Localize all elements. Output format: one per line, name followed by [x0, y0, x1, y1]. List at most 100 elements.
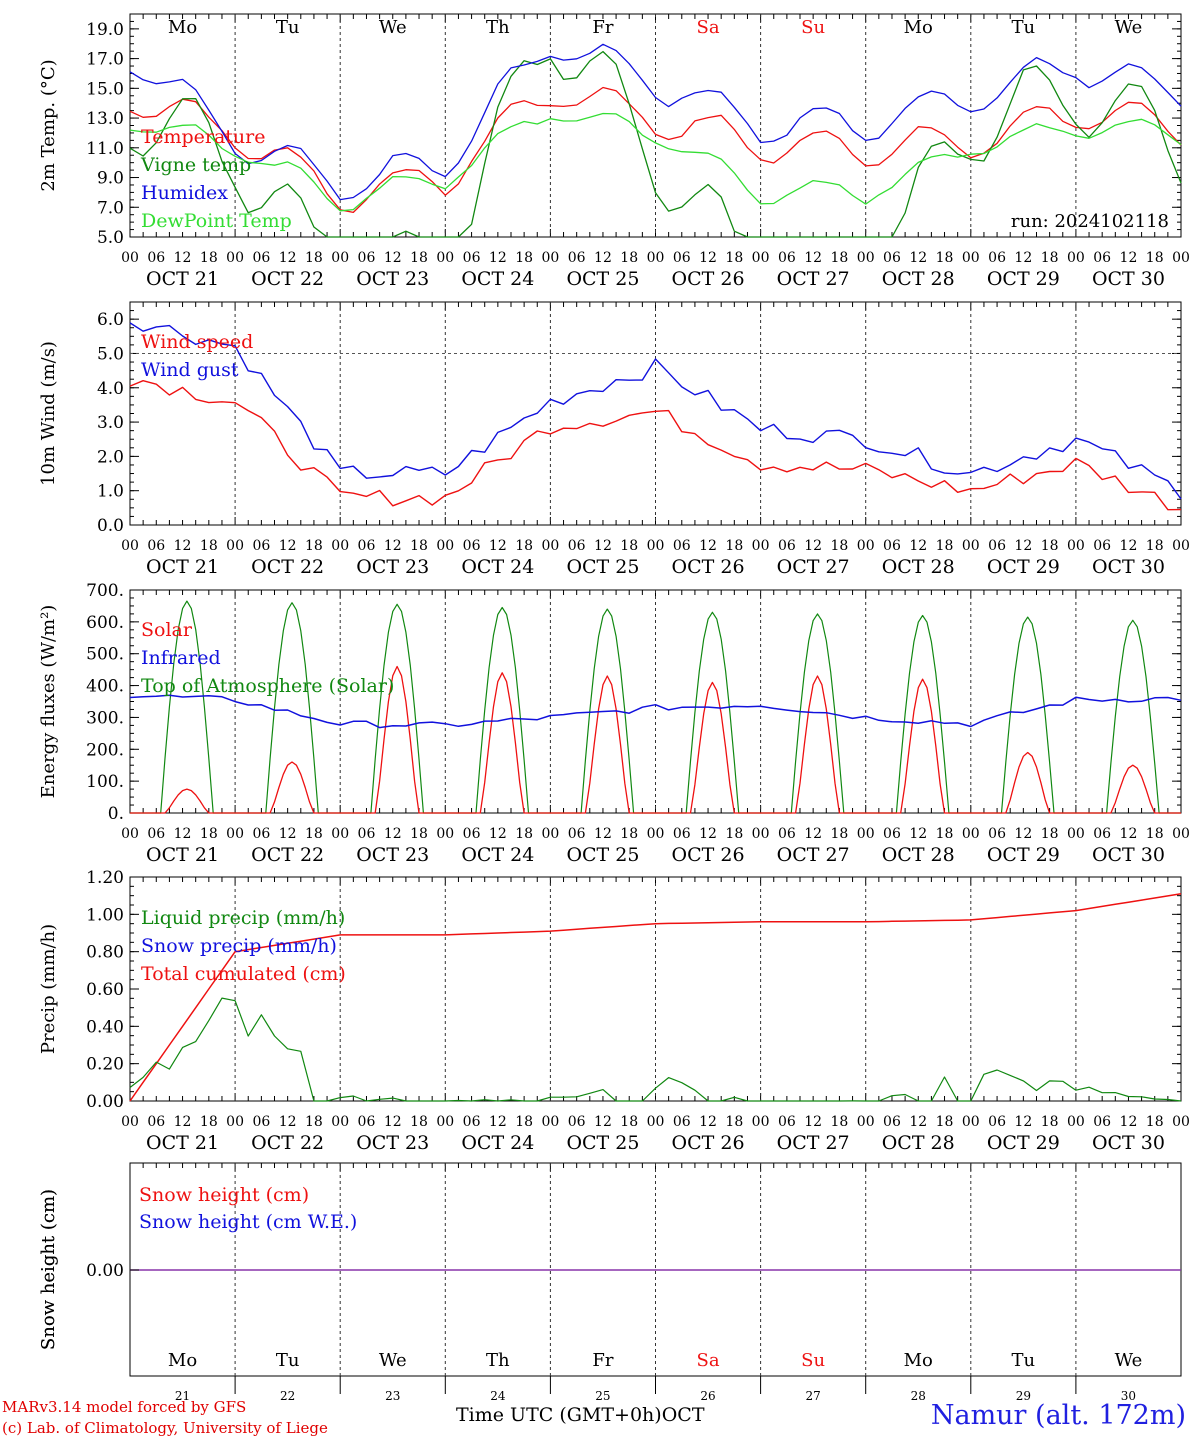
y-tick-label: 1.0 [97, 482, 124, 502]
day-name-label: Mo [904, 17, 933, 38]
hour-tick-label: 00 [541, 538, 559, 554]
day-name-label: We [1115, 17, 1143, 38]
y-tick-label: 9.0 [97, 169, 124, 189]
hour-tick-label: 12 [804, 826, 822, 842]
date-label: OCT 30 [1092, 268, 1165, 290]
hour-tick-label: 00 [436, 826, 454, 842]
hour-tick-label: 18 [936, 250, 954, 266]
legend-entry: Snow precip (mm/h) [141, 935, 337, 957]
date-label: OCT 22 [251, 844, 324, 866]
hour-tick-label: 00 [1172, 1114, 1190, 1130]
hour-tick-label: 00 [962, 250, 980, 266]
panel-frame [129, 13, 1182, 238]
hour-tick-label: 00 [331, 1114, 349, 1130]
y-tick-label: 17.0 [86, 50, 124, 70]
hour-tick-label: 12 [279, 250, 297, 266]
hour-tick-label: 12 [594, 1114, 612, 1130]
y-tick-label: 0.00 [86, 1092, 124, 1112]
hour-tick-label: 18 [725, 538, 743, 554]
date-label: OCT 23 [356, 556, 429, 578]
hour-tick-label: 12 [489, 1114, 507, 1130]
hour-tick-label: 06 [1093, 538, 1111, 554]
date-label: OCT 29 [987, 268, 1060, 290]
hour-tick-label: 00 [752, 826, 770, 842]
hour-tick-label: 00 [121, 538, 139, 554]
date-label: OCT 29 [987, 1132, 1060, 1154]
day-number-label: 27 [806, 1389, 821, 1403]
day-name-label: Fr [592, 1350, 613, 1371]
date-label: OCT 21 [146, 556, 219, 578]
hour-tick-label: 06 [252, 250, 270, 266]
y-tick-label: 1.20 [86, 868, 124, 888]
day-number-label: 28 [911, 1389, 926, 1403]
hour-tick-label: 06 [883, 826, 901, 842]
day-number-label: 23 [385, 1389, 400, 1403]
y-axis-label: Snow height (cm) [38, 1189, 59, 1350]
hour-tick-label: 12 [384, 826, 402, 842]
day-number-label: 25 [595, 1389, 610, 1403]
y-tick-label: 2.0 [97, 447, 124, 467]
hour-tick-label: 18 [620, 250, 638, 266]
y-tick-label: 13.0 [86, 109, 124, 129]
date-label: OCT 24 [461, 268, 534, 290]
date-label: OCT 23 [356, 1132, 429, 1154]
series-line-solar [130, 665, 1181, 814]
date-label: OCT 21 [146, 268, 219, 290]
hour-tick-label: 12 [1014, 1114, 1032, 1130]
hour-tick-label: 00 [647, 826, 665, 842]
date-label: OCT 25 [566, 1132, 639, 1154]
hour-tick-label: 18 [936, 1114, 954, 1130]
y-tick-label: 19.0 [86, 20, 124, 40]
hour-tick-label: 06 [568, 250, 586, 266]
y-axis-label: 10m Wind (m/s) [38, 341, 59, 486]
hour-tick-label: 00 [226, 538, 244, 554]
hour-tick-label: 00 [647, 538, 665, 554]
hour-tick-label: 00 [857, 538, 875, 554]
hour-tick-label: 18 [515, 826, 533, 842]
legend-entry: Infrared [141, 647, 221, 669]
hour-tick-label: 18 [1146, 538, 1164, 554]
date-label: OCT 27 [777, 268, 850, 290]
date-label: OCT 22 [251, 1132, 324, 1154]
hour-tick-label: 18 [831, 826, 849, 842]
hour-tick-label: 00 [1067, 1114, 1085, 1130]
date-label: OCT 28 [882, 844, 955, 866]
hour-tick-label: 12 [909, 538, 927, 554]
date-label: OCT 25 [566, 556, 639, 578]
day-name-label: Th [486, 1350, 510, 1371]
y-tick-label: 3.0 [97, 413, 124, 433]
hour-tick-label: 18 [620, 538, 638, 554]
hour-tick-label: 00 [121, 250, 139, 266]
hour-tick-label: 12 [279, 1114, 297, 1130]
panel-frame [129, 301, 1182, 526]
hour-tick-label: 12 [699, 1114, 717, 1130]
hour-tick-label: 12 [384, 538, 402, 554]
hour-tick-label: 12 [489, 250, 507, 266]
hour-tick-label: 18 [1146, 826, 1164, 842]
hour-tick-label: 06 [988, 826, 1006, 842]
hour-tick-label: 18 [410, 1114, 428, 1130]
y-tick-label: 5.0 [97, 344, 124, 364]
hour-tick-label: 12 [804, 538, 822, 554]
hour-tick-label: 12 [804, 1114, 822, 1130]
hour-tick-label: 06 [147, 1114, 165, 1130]
hour-tick-label: 00 [541, 826, 559, 842]
hour-tick-label: 18 [725, 1114, 743, 1130]
hour-tick-label: 18 [515, 1114, 533, 1130]
hour-tick-label: 18 [305, 826, 323, 842]
hour-tick-label: 00 [331, 250, 349, 266]
time-axis-text: Time UTC (GMT+0h) [456, 1404, 662, 1426]
hour-tick-label: 06 [358, 1114, 376, 1130]
day-number-label: 22 [280, 1389, 295, 1403]
hour-tick-label: 06 [358, 538, 376, 554]
hour-tick-label: 18 [305, 1114, 323, 1130]
date-label: OCT 21 [146, 844, 219, 866]
hour-tick-label: 18 [831, 538, 849, 554]
legend-entry: Snow height (cm) [139, 1184, 309, 1206]
y-tick-label: 4.0 [97, 379, 124, 399]
date-label: OCT 28 [882, 268, 955, 290]
hour-tick-label: 00 [436, 250, 454, 266]
hour-tick-label: 06 [988, 538, 1006, 554]
y-axis-label: 2m Temp. (°C) [38, 59, 59, 191]
hour-tick-label: 06 [568, 826, 586, 842]
